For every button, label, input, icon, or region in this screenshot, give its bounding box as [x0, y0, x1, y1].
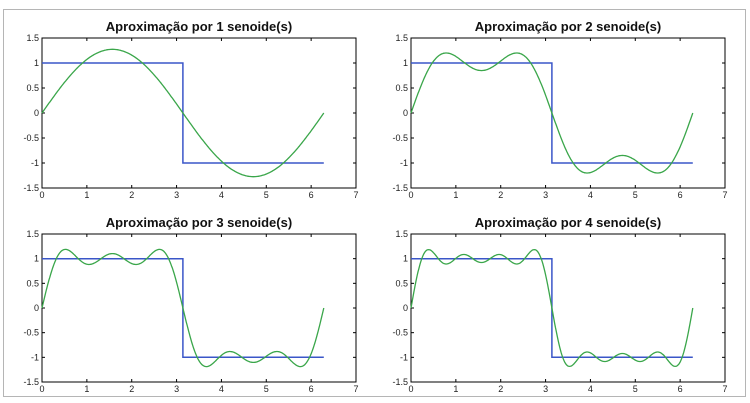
y-tick-label: -1.5 — [23, 183, 39, 193]
plot-title: Aproximação por 1 senoide(s) — [106, 19, 292, 34]
x-tick-label: 1 — [84, 384, 89, 394]
x-tick-label: 5 — [633, 384, 638, 394]
x-tick-label: 0 — [408, 190, 413, 200]
y-tick-label: 0.5 — [395, 278, 408, 288]
x-tick-label: 5 — [633, 190, 638, 200]
y-tick-label: 1.5 — [26, 229, 39, 239]
x-tick-label: 0 — [39, 384, 44, 394]
y-tick-label: 0 — [403, 303, 408, 313]
x-tick-label: 5 — [264, 190, 269, 200]
fourier-approx-series — [410, 248, 694, 368]
y-tick-label: 0 — [34, 303, 39, 313]
y-tick-label: 0 — [34, 108, 39, 118]
y-tick-label: 0 — [403, 108, 408, 118]
x-tick-label: 1 — [453, 384, 458, 394]
x-tick-label: 7 — [722, 384, 727, 394]
plot-axes-box — [41, 37, 357, 189]
y-tick-label: 0.5 — [26, 278, 39, 288]
x-tick-label: 4 — [588, 190, 593, 200]
x-tick-label: 3 — [174, 190, 179, 200]
x-tick-label: 3 — [543, 190, 548, 200]
x-tick-label: 0 — [39, 190, 44, 200]
x-tick-label: 2 — [498, 384, 503, 394]
y-tick-label: -1 — [31, 158, 39, 168]
y-tick-label: 1.5 — [26, 33, 39, 43]
y-tick-label: 1 — [403, 254, 408, 264]
x-tick-label: 3 — [543, 384, 548, 394]
y-tick-label: -1 — [31, 352, 39, 362]
y-tick-label: 1 — [403, 58, 408, 68]
y-tick-label: -1.5 — [392, 377, 408, 387]
y-tick-label: 1 — [34, 254, 39, 264]
x-tick-label: 4 — [588, 384, 593, 394]
x-tick-label: 2 — [129, 190, 134, 200]
x-tick-label: 1 — [84, 190, 89, 200]
y-tick-label: -0.5 — [392, 133, 408, 143]
y-tick-label: 0.5 — [26, 83, 39, 93]
plot-title: Aproximação por 4 senoide(s) — [475, 215, 661, 230]
fourier-approx-series — [41, 248, 325, 368]
plot-title: Aproximação por 3 senoide(s) — [106, 215, 292, 230]
y-tick-label: -1 — [400, 158, 408, 168]
x-tick-label: 2 — [129, 384, 134, 394]
y-tick-label: 1.5 — [395, 33, 408, 43]
x-tick-label: 7 — [353, 384, 358, 394]
x-tick-label: 6 — [678, 190, 683, 200]
x-tick-label: 6 — [678, 384, 683, 394]
x-tick-label: 6 — [309, 384, 314, 394]
x-tick-label: 5 — [264, 384, 269, 394]
x-tick-label: 6 — [309, 190, 314, 200]
y-tick-label: 1 — [34, 58, 39, 68]
x-tick-label: 4 — [219, 384, 224, 394]
y-tick-label: -0.5 — [23, 133, 39, 143]
x-tick-label: 2 — [498, 190, 503, 200]
x-tick-label: 3 — [174, 384, 179, 394]
plot-title: Aproximação por 2 senoide(s) — [475, 19, 661, 34]
y-tick-label: -1 — [400, 352, 408, 362]
y-tick-label: -1.5 — [392, 183, 408, 193]
fourier-approx-series — [410, 52, 694, 174]
x-tick-label: 0 — [408, 384, 413, 394]
y-tick-label: 1.5 — [395, 229, 408, 239]
y-tick-label: -0.5 — [392, 328, 408, 338]
y-tick-label: 0.5 — [395, 83, 408, 93]
fourier-approx-series — [41, 48, 325, 178]
plot-axes-box — [410, 37, 726, 189]
x-tick-label: 7 — [722, 190, 727, 200]
x-tick-label: 4 — [219, 190, 224, 200]
y-tick-label: -1.5 — [23, 377, 39, 387]
x-tick-label: 7 — [353, 190, 358, 200]
x-tick-label: 1 — [453, 190, 458, 200]
y-tick-label: -0.5 — [23, 328, 39, 338]
